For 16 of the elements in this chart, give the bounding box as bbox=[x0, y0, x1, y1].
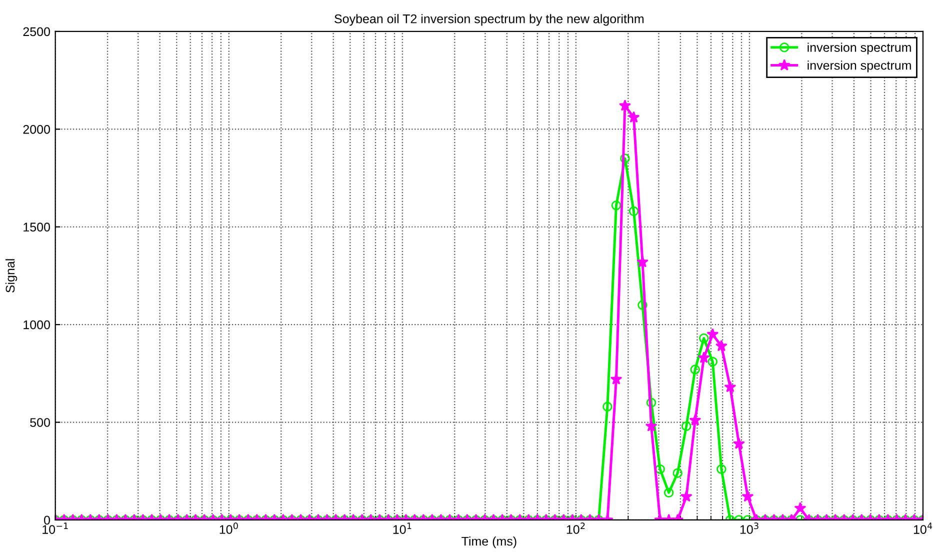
y-tick-label: 500 bbox=[30, 418, 50, 427]
x-tick-label: 10$^{2}$ bbox=[566, 522, 585, 534]
x-tick-label: 10$^{3}$ bbox=[740, 522, 758, 534]
y-axis-title: Signal bbox=[5, 259, 18, 293]
x-tick-label: 10$^{1}$ bbox=[393, 522, 412, 534]
chart-title: Soybean oil T2 inversion spectrum by the new algorithm bbox=[334, 14, 644, 26]
y-tick-label: 2000 bbox=[23, 124, 50, 134]
y-tick-label: 2500 bbox=[23, 27, 50, 36]
y-tick-label: 1000 bbox=[24, 320, 50, 330]
legend-label: inversion spectrum bbox=[808, 42, 911, 54]
x-tick-label: 10$^{4}$ bbox=[914, 522, 932, 534]
y-tick-label: 0 bbox=[44, 516, 50, 525]
x-axis-title: Time (ms) bbox=[462, 536, 516, 548]
y-tick-label: 1500 bbox=[24, 222, 50, 232]
x-tick-label: 10$^{0}$ bbox=[220, 522, 238, 534]
legend-label: inversion spectrum bbox=[808, 60, 911, 72]
